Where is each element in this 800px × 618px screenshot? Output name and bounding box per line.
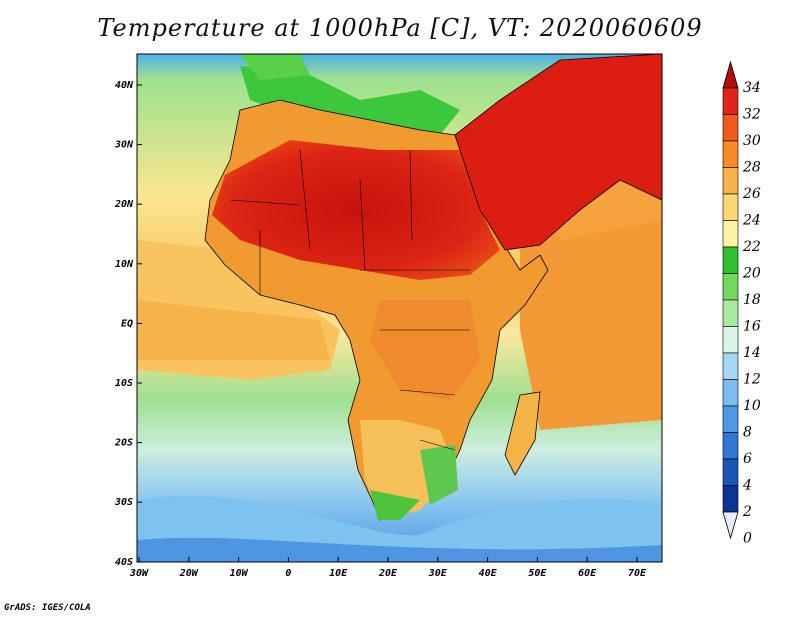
colorbar-segment [722, 114, 739, 142]
colorbar-segment [722, 87, 739, 115]
colorbar-segment [722, 432, 739, 460]
map-area [137, 54, 662, 562]
lon-label-30W: 30W [129, 568, 149, 579]
colorbar-label-2: 2 [742, 504, 752, 520]
colorbar-label-28: 28 [742, 160, 761, 176]
colorbar-label-6: 6 [743, 451, 752, 467]
colorbar-segment [722, 326, 739, 354]
lat-label-40S: 40S [115, 557, 133, 568]
lat-label-EQ: EQ [121, 318, 133, 329]
colorbar-label-32: 32 [743, 107, 761, 123]
colorbar-segment [722, 352, 739, 380]
colorbar-segment [722, 193, 739, 221]
colorbar-label-24: 24 [742, 213, 761, 229]
colorbar-segment [722, 220, 739, 248]
arabia-hot [454, 54, 662, 251]
country-borders [229, 149, 470, 451]
colorbar-label-26: 26 [742, 186, 761, 202]
colorbar-label-16: 16 [743, 319, 761, 335]
lat-label-10N: 10N [115, 259, 134, 270]
lon-label-70E: 70E [628, 568, 647, 579]
mediterranean [240, 66, 460, 135]
colorbar-label-0: 0 [743, 531, 752, 547]
colorbar-segment [722, 379, 739, 407]
madagascar [504, 391, 541, 476]
lon-label-30E: 30E [428, 568, 448, 579]
colorbar-segment [722, 246, 739, 274]
lon-axis: 30W 20W 10W 0 10E 20E 30E 40E 50E 60E 70E [129, 568, 647, 579]
colorbar-segment [722, 485, 739, 513]
colorbar-label-12: 12 [743, 372, 761, 388]
plot-title: Temperature at 1000hPa [C], VT: 20200606… [97, 14, 703, 42]
lat-label-20S: 20S [114, 438, 133, 449]
lon-label-20W: 20W [179, 568, 199, 579]
indian-ocean-warm [520, 170, 662, 430]
colorbar [722, 60, 739, 540]
lon-label-40E: 40E [479, 568, 498, 579]
colorbar-label-14: 14 [743, 345, 761, 361]
lon-label-0: 0 [285, 568, 291, 579]
lat-label-30S: 30S [114, 497, 133, 508]
colorbar-label-20: 20 [742, 266, 761, 282]
lon-label-50E: 50E [528, 568, 547, 579]
lat-label-10S: 10S [115, 378, 133, 389]
map-frame [136, 53, 663, 563]
colorbar-label-8: 8 [743, 425, 752, 441]
colorbar-label-30: 30 [743, 133, 761, 149]
colorbar-label-34: 34 [743, 80, 761, 96]
colorbar-segment [722, 273, 739, 301]
sahara-hot [212, 140, 500, 280]
lat-label-20N: 20N [114, 199, 134, 210]
colorbar-segment [722, 458, 739, 486]
lat-label-40N: 40N [115, 80, 134, 91]
lat-axis: 40N 30N 20N 10N EQ 10S 20S 30S 40S [114, 80, 134, 568]
colorbar-segment [722, 140, 739, 168]
colorbar-segment [722, 405, 739, 433]
lon-label-20E: 20E [378, 568, 398, 579]
colorbar-segment [722, 167, 739, 195]
colorbar-label-10: 10 [743, 398, 761, 414]
lat-label-30N: 30N [114, 140, 134, 151]
colorbar-bottom-arrow [722, 511, 739, 540]
lon-label-10E: 10E [329, 568, 348, 579]
axis-ticks [137, 84, 638, 563]
colorbar-segment [722, 299, 739, 327]
lon-label-60E: 60E [578, 568, 597, 579]
colorbar-label-22: 22 [742, 239, 761, 255]
footer-credit: GrADS: IGES/COLA [4, 603, 91, 613]
colorbar-top-arrow [722, 60, 739, 89]
colorbar-label-4: 4 [742, 478, 752, 494]
lon-label-10W: 10W [230, 568, 249, 579]
colorbar-label-18: 18 [743, 292, 761, 308]
